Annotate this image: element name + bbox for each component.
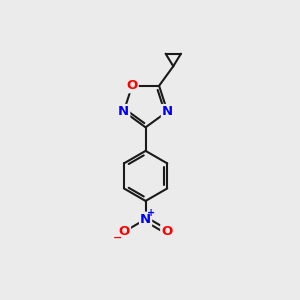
Text: −: −: [113, 233, 123, 243]
Text: O: O: [119, 225, 130, 238]
Text: N: N: [162, 105, 173, 118]
Text: N: N: [140, 213, 151, 226]
Text: N: N: [118, 105, 129, 118]
Text: O: O: [161, 225, 172, 238]
Text: O: O: [127, 79, 138, 92]
Text: +: +: [147, 208, 155, 218]
